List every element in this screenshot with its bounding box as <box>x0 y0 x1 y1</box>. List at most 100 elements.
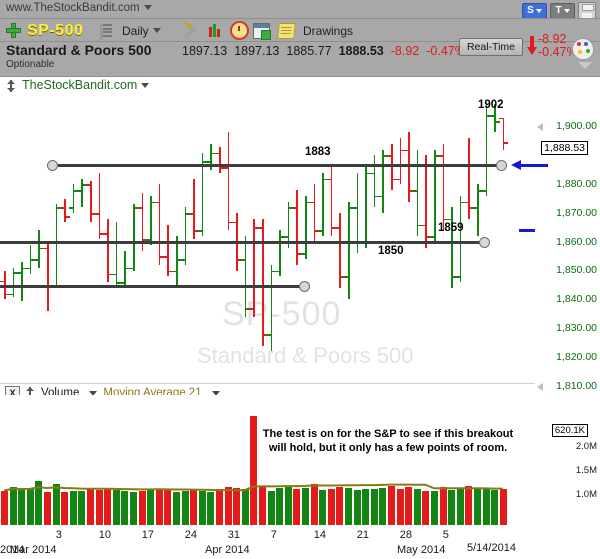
site-url-menu[interactable]: www.TheStockBandit.com <box>6 2 152 14</box>
chevron-down-icon[interactable] <box>152 28 161 33</box>
ohlc-open-tick <box>197 230 202 232</box>
price-axis[interactable]: 1,900.00 1,880.00 1,870.00 1,860.00 1,850.00… <box>535 95 600 548</box>
ohlc-close-tick <box>237 259 242 261</box>
ohlc-close-tick <box>220 167 225 169</box>
ohlc-bar <box>253 218 255 317</box>
ohlc-close-tick <box>349 207 354 209</box>
trendline-1850[interactable] <box>0 241 484 244</box>
trendline-lower-end-node[interactable] <box>299 281 310 292</box>
interval-label[interactable]: Daily <box>122 23 149 38</box>
ohlc-close-tick <box>194 230 199 232</box>
color-palette-icon[interactable] <box>572 38 594 60</box>
ohlc-open-tick <box>94 213 99 215</box>
last-price-badge: 1,888.53 <box>541 141 588 155</box>
divider <box>0 41 600 42</box>
trendline-label-1883: 1883 <box>305 146 331 158</box>
symbol-label[interactable]: SP-500 <box>27 21 84 39</box>
ohlc-bar <box>262 218 264 346</box>
ohlc-bar <box>201 152 204 237</box>
save-icon[interactable] <box>578 2 596 19</box>
s-menu-button[interactable]: S <box>522 2 547 19</box>
bar-chart-icon[interactable] <box>207 23 224 38</box>
t-menu-button[interactable]: T <box>550 2 575 19</box>
ohlc-close-tick <box>384 155 388 158</box>
chevron-down-icon[interactable] <box>211 390 220 396</box>
ohlc-open-tick <box>43 247 47 250</box>
change-percent-large: -0.47% <box>538 45 578 59</box>
ohlc-bar <box>305 195 307 260</box>
trendline-lower[interactable] <box>0 285 305 288</box>
alarm-clock-icon[interactable] <box>230 21 249 40</box>
ohlc-close-tick <box>366 172 371 175</box>
ohlc-open-tick <box>223 167 228 169</box>
notes-icon[interactable] <box>277 22 296 39</box>
ohlc-open-tick <box>292 207 297 209</box>
price-pane[interactable]: SP-500 Standard & Poors 500 1883 1850 18… <box>0 95 535 383</box>
trendline-label-1850: 1850 <box>378 245 404 257</box>
expand-panel-icon[interactable] <box>578 62 592 69</box>
ohlc-close-tick <box>495 120 500 123</box>
ohlc-bar <box>21 262 23 301</box>
ohlc-bar <box>330 167 333 237</box>
ohlc-open-tick <box>326 178 331 181</box>
ohlc-close-tick <box>22 267 27 270</box>
site-bar: www.TheStockBandit.com S T <box>0 0 600 19</box>
ohlc-open-tick <box>481 190 486 192</box>
price-tick-label: 1,870.00 <box>556 206 597 219</box>
chart-source-label[interactable]: TheStockBandit.com <box>22 78 150 92</box>
chart-source-text: TheStockBandit.com <box>22 78 138 92</box>
ohlc-open-tick <box>266 334 271 336</box>
ohlc-open-tick <box>352 207 357 209</box>
ohlc-open-tick <box>249 308 254 310</box>
trendline-label-1859: 1859 <box>438 222 464 234</box>
trendline-1883-start-node[interactable] <box>47 160 58 171</box>
ohlc-close-tick <box>418 224 423 227</box>
calendar-add-icon[interactable] <box>253 22 271 40</box>
list-icon[interactable] <box>100 24 112 37</box>
ohlc-bar <box>339 213 341 288</box>
chevron-down-icon[interactable] <box>89 390 98 396</box>
date-tick-label: 24 <box>184 529 198 541</box>
ohlc-open-tick <box>86 184 90 186</box>
ohlc-bar <box>408 132 410 202</box>
ohlc-close-tick <box>435 155 440 158</box>
ohlc-close-tick <box>160 256 165 258</box>
trendline-1883-end-node[interactable] <box>496 160 507 171</box>
ohlc-bar <box>356 172 359 254</box>
chart-annotation[interactable]: The test is on for the S&P to see if thi… <box>243 427 533 455</box>
date-tick-label: 31 <box>227 529 241 541</box>
ohlc-close-tick <box>40 247 44 250</box>
pane-divider-top <box>0 383 535 384</box>
real-time-button[interactable]: Real-Time <box>459 38 523 56</box>
volume-tick-label: 1.5M <box>575 465 597 476</box>
ohlc-close-tick <box>280 236 285 238</box>
ohlc-close-tick <box>427 236 431 238</box>
ohlc-open-tick <box>275 270 280 273</box>
trendline-1883[interactable] <box>50 164 502 167</box>
move-handle-icon[interactable] <box>7 80 16 92</box>
swing-high-label-1902: 1902 <box>478 99 504 111</box>
add-symbol-icon[interactable] <box>6 23 21 38</box>
ohlc-bar <box>365 167 367 248</box>
watermark-name: Standard & Poors 500 <box>197 343 414 368</box>
trendline-1850-end-node[interactable] <box>479 237 490 248</box>
price-tick-label: 1,820.00 <box>556 350 597 363</box>
ohlc-bar <box>107 218 109 283</box>
tools-icon[interactable] <box>182 23 199 38</box>
ohlc-open-tick <box>395 178 400 181</box>
ohlc-open-tick <box>25 267 30 270</box>
axis-marker-icon <box>537 123 543 132</box>
ohlc-bar <box>494 103 496 133</box>
ohlc-close-tick <box>143 239 148 241</box>
ohlc-open-tick <box>68 207 73 209</box>
ohlc-bar <box>434 149 436 242</box>
ohlc-bar <box>244 236 247 317</box>
price-tick-label: 1,830.00 <box>556 322 597 334</box>
last-price-arrow <box>511 160 548 170</box>
volume-pane[interactable] <box>0 395 535 525</box>
price-tick-label: 1,900.00 <box>556 120 597 133</box>
ohlc-open-tick <box>232 221 237 224</box>
chart-application: www.TheStockBandit.com S T SP-500 Daily … <box>0 0 600 482</box>
drawings-menu[interactable]: Drawings <box>303 23 354 38</box>
ohlc-close-tick <box>83 184 87 186</box>
